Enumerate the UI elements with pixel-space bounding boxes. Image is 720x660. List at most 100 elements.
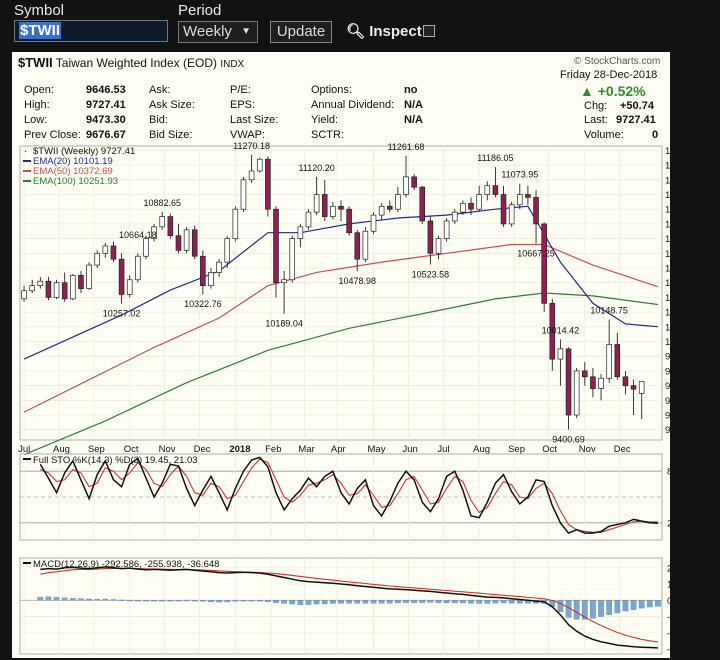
macd-histogram-bar <box>638 600 645 609</box>
price-annotation: 10014.42 <box>542 325 580 335</box>
x-tick-label: Oct <box>542 444 557 455</box>
period-select-value: Weekly <box>183 23 232 40</box>
volume-label: Volume: <box>584 129 624 141</box>
candle-body <box>86 264 92 289</box>
candle-body <box>45 280 52 298</box>
candle-body <box>305 211 312 228</box>
price-annotation: 11261.68 <box>388 142 425 152</box>
macd-histogram-bar <box>500 600 507 604</box>
inspect-checkbox[interactable] <box>423 25 435 37</box>
candle-body <box>53 282 60 298</box>
price-y-tick-label: 11200 <box>665 161 670 172</box>
price-y-tick-label: 10100 <box>665 322 670 333</box>
candle-body <box>354 232 361 260</box>
macd-histogram-bar <box>581 600 588 620</box>
candle-body <box>630 385 637 390</box>
candle-body <box>525 194 531 198</box>
macd-histogram-bar <box>200 600 206 602</box>
macd-histogram-bar <box>557 600 564 613</box>
macd-histogram-bar <box>508 600 515 604</box>
candle-body <box>61 282 68 300</box>
macd-histogram-bar <box>167 600 174 602</box>
candle-body <box>370 214 377 232</box>
x-tick-label: Dec <box>194 444 211 455</box>
options-label: Options: <box>311 84 352 96</box>
macd-signal-line <box>40 567 658 643</box>
candle-body <box>606 344 612 379</box>
price-y-tick-label: 10400 <box>665 278 670 289</box>
macd-histogram-bar <box>403 600 409 603</box>
bid-label: Bid: <box>149 114 168 126</box>
macd-histogram-bar <box>354 600 361 604</box>
candle-body <box>110 245 117 260</box>
x-tick-label: Nov <box>579 444 596 455</box>
symbol-input[interactable]: $TWII <box>14 20 168 42</box>
candle-body <box>484 185 491 195</box>
x-tick-label: Sep <box>88 444 105 455</box>
macd-y-tick-label: 200 <box>667 563 670 574</box>
x-tick-label: Apr <box>331 444 346 455</box>
candle-body <box>175 235 182 251</box>
price-y-tick-label: 9900 <box>665 352 670 363</box>
price-annotation: 11073.95 <box>501 170 538 180</box>
price-annotation: 10189.04 <box>265 319 303 329</box>
chart-canvas[interactable]: 9400950096009700980099001000010100102001… <box>12 52 670 658</box>
last-value: 9727.41 <box>616 114 656 126</box>
macd-line <box>40 566 658 649</box>
macd-histogram-bar <box>265 600 271 602</box>
chart-title: $TWII Taiwan Weighted Index (EOD) INDX <box>18 55 244 70</box>
candle-body <box>167 216 174 237</box>
x-tick-label: 2018 <box>229 444 250 455</box>
price-annotation: 10322.76 <box>184 299 222 309</box>
macd-histogram-bar <box>143 600 149 602</box>
macd-histogram-bar <box>630 600 637 610</box>
stochastic-panel: 80 20 Full STO %K(14,3) %D(3) 19.45, 21.03 <box>19 453 670 541</box>
candle-body <box>273 208 279 284</box>
macd-histogram-bar <box>159 600 166 602</box>
candle-body <box>549 302 556 360</box>
price-y-tick-label: 10800 <box>665 219 670 230</box>
low-value: 9473.30 <box>86 114 126 126</box>
inspect-toggle[interactable]: 🔍︎ Inspect <box>346 22 422 40</box>
inspect-label: Inspect <box>369 23 422 40</box>
price-annotation: 11270.18 <box>233 141 270 151</box>
candle-body <box>557 348 564 360</box>
price-annotation: 10257.02 <box>103 309 141 319</box>
chart-ticker: $TWII <box>18 55 53 70</box>
eps-label: EPS: <box>230 99 256 111</box>
price-annotation: 10523.58 <box>412 270 450 280</box>
high-value: 9727.41 <box>86 99 126 111</box>
dividend-label: Annual Dividend: <box>311 99 395 111</box>
legend-glyph: · <box>24 146 27 157</box>
price-y-tick-label: 11300 <box>665 146 670 157</box>
pe-label: P/E: <box>230 84 251 96</box>
candle-body <box>427 220 434 254</box>
macd-histogram-bar <box>69 598 76 601</box>
macd-histogram-bar <box>646 600 653 608</box>
candle-body <box>126 279 133 295</box>
candle-body <box>614 344 621 378</box>
period-select[interactable]: Weekly ▼ <box>178 21 258 43</box>
macd-histogram-bar <box>435 600 442 603</box>
candle-body <box>240 179 247 210</box>
candle-body <box>573 370 580 416</box>
price-annotation: 9400.69 <box>552 435 585 445</box>
sto-y-tick-label: 20 <box>667 518 670 529</box>
candle-body <box>533 197 539 225</box>
yield-label: Yield: <box>311 114 339 126</box>
candle-body <box>346 208 352 234</box>
update-button[interactable]: Update <box>270 21 332 43</box>
candle-body <box>338 205 344 210</box>
price-y-tick-label: 9600 <box>665 396 670 407</box>
candle-body <box>590 376 596 389</box>
price-annotation: 10667.25 <box>517 248 555 258</box>
candle-body <box>297 226 304 239</box>
candle-body <box>403 176 409 195</box>
price-y-tick-label: 10700 <box>665 234 670 245</box>
price-y-tick-label: 11100 <box>665 175 670 186</box>
macd-histogram-bar <box>395 600 401 604</box>
macd-histogram-bar <box>240 600 247 602</box>
ask-label: Ask: <box>149 84 171 96</box>
sctr-label: SCTR: <box>311 129 344 141</box>
macd-histogram-bar <box>208 600 214 602</box>
